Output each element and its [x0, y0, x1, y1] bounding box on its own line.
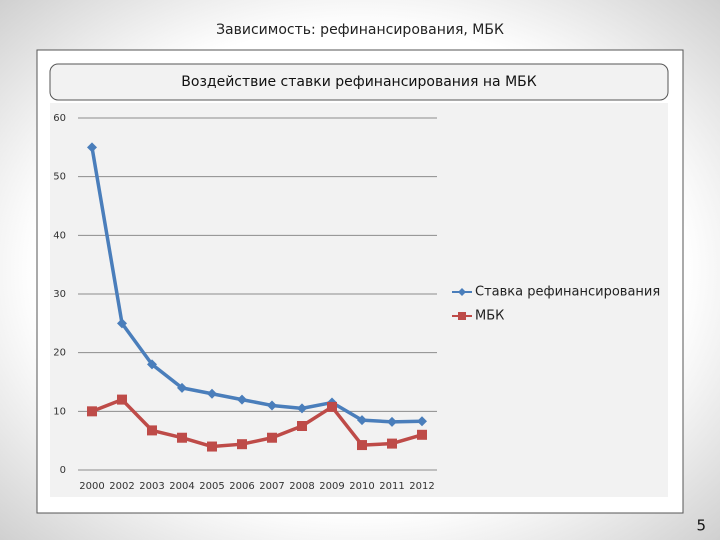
legend-marker	[458, 288, 466, 296]
point	[207, 388, 217, 399]
point	[357, 415, 367, 426]
point	[237, 439, 247, 450]
slide-title: Зависимость: рефинансирования, МБК	[216, 22, 504, 38]
point	[297, 403, 307, 414]
point	[387, 438, 397, 449]
page-number: 5	[696, 517, 706, 535]
legend-marker	[458, 312, 466, 320]
chart-title-box	[49, 63, 669, 101]
y-tick-label: 40	[53, 230, 66, 241]
y-tick-label: 10	[53, 406, 66, 417]
legend-label: Ставка рефинансирования	[475, 285, 660, 300]
x-tick-label: 2002	[109, 481, 134, 492]
point	[417, 429, 427, 440]
series-line	[90, 147, 423, 424]
point	[117, 394, 127, 405]
y-tick-label: 60	[53, 113, 66, 124]
point	[177, 432, 187, 443]
point	[327, 401, 337, 412]
chart-title: Воздействие ставки рефинансирования на М…	[181, 74, 536, 90]
point	[87, 142, 97, 153]
y-tick-label: 0	[60, 465, 66, 476]
x-tick-label: 2007	[259, 481, 284, 492]
y-tick-label: 30	[53, 289, 66, 300]
point	[87, 406, 97, 417]
plot-background	[50, 103, 668, 497]
point	[117, 318, 127, 329]
point	[207, 441, 217, 452]
x-tick-label: 2011	[379, 481, 404, 492]
point	[357, 440, 367, 451]
x-tick-label: 2012	[409, 481, 434, 492]
y-tick-label: 50	[53, 172, 66, 183]
point	[267, 400, 277, 411]
point	[297, 421, 307, 431]
x-tick-label: 2010	[349, 481, 374, 492]
x-tick-label: 2009	[319, 481, 344, 492]
point	[177, 382, 187, 393]
y-tick-label: 20	[53, 348, 66, 359]
point	[267, 432, 277, 443]
point	[147, 425, 157, 436]
x-tick-label: 2004	[169, 481, 194, 492]
x-tick-label: 2000	[79, 481, 104, 492]
x-tick-label: 2006	[229, 481, 254, 492]
legend-label: МБК	[475, 309, 504, 324]
x-tick-label: 2008	[289, 481, 314, 492]
x-tick-label: 2003	[139, 481, 164, 492]
point	[147, 359, 157, 370]
point	[237, 394, 247, 405]
point	[417, 416, 427, 427]
point	[387, 416, 397, 427]
x-tick-label: 2005	[199, 481, 224, 492]
